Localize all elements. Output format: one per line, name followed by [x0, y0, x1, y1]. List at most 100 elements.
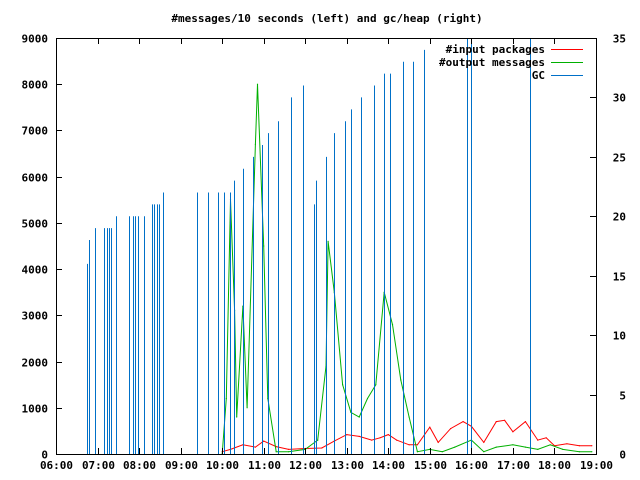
series-point [366, 397, 369, 400]
series-point [591, 445, 593, 447]
y-tick-label: 7000 [22, 125, 49, 138]
y2-tick-label: 10 [613, 330, 626, 343]
y2-tick-label: 15 [613, 271, 626, 284]
series-point [327, 240, 329, 242]
y2-tick-label: 25 [613, 152, 626, 165]
y-tick-label: 8000 [22, 79, 49, 92]
y-tick-label: 9000 [22, 33, 49, 46]
y-tick-label: 6000 [22, 172, 49, 185]
series-point [416, 451, 418, 453]
series-point [391, 324, 394, 326]
x-tick-label: 10:00 [206, 459, 239, 472]
series-point [256, 83, 259, 85]
chart-title: #messages/10 seconds (left) and gc/heap … [171, 12, 482, 25]
x-tick-label: 18:00 [538, 459, 571, 472]
series-point [375, 384, 377, 386]
y-tick-label: 2000 [22, 357, 49, 370]
series-point [562, 448, 564, 450]
x-tick-label: 15:00 [414, 459, 447, 472]
series-point [450, 428, 452, 430]
series-point [578, 445, 581, 447]
y2-tick-label: 5 [619, 390, 626, 403]
series-point [225, 397, 227, 400]
series-point [504, 419, 506, 421]
series-1 [221, 83, 593, 455]
series-point [512, 444, 514, 446]
series-layer [87, 38, 593, 455]
series-point [275, 451, 277, 453]
legend-label: #output messages [439, 56, 545, 69]
series-point [483, 441, 485, 443]
series-point [321, 447, 323, 449]
y-tick-label: 4000 [22, 264, 49, 277]
series-point [408, 416, 410, 418]
x-axis: 06:00 07:00 08:00 09:00 10:00 11:00 12:00 13:00… [40, 38, 613, 472]
series-point [317, 439, 319, 441]
series-point [371, 439, 373, 441]
series-point [288, 448, 290, 450]
y-tick-label: 0 [41, 449, 48, 462]
series-point [429, 426, 431, 428]
series-point [254, 446, 256, 448]
y2-tick-label: 20 [613, 211, 626, 224]
y-tick-label: 3000 [22, 310, 49, 323]
series-point [358, 435, 360, 437]
series-point [437, 441, 439, 443]
series-point [342, 384, 344, 386]
series-point [387, 434, 389, 436]
series-point [254, 143, 256, 145]
x-tick-label: 06:00 [40, 459, 73, 472]
series-point [537, 448, 539, 450]
series-point [462, 421, 464, 423]
series-point [495, 421, 497, 423]
left-axis: 0 1000 2000 3000 4000 5000 6000 7000 8000 9000 [22, 33, 62, 462]
x-tick-label: 11:00 [248, 459, 281, 472]
series-point [396, 439, 398, 441]
series-point [263, 440, 265, 442]
series-point [408, 444, 410, 446]
series-point [495, 446, 497, 448]
x-tick-label: 08:00 [123, 459, 156, 472]
series-2 [87, 38, 531, 454]
series-point [263, 245, 265, 247]
series-point [454, 446, 456, 448]
y2-tick-label: 30 [613, 92, 626, 105]
y2-tick-label: 0 [619, 449, 626, 462]
series-point [591, 451, 593, 453]
series-point [288, 451, 290, 453]
x-tick-label: 13:00 [331, 459, 364, 472]
series-point [545, 437, 547, 439]
plot-frame [56, 38, 597, 455]
x-tick-label: 14:00 [372, 459, 405, 472]
series-point [400, 379, 402, 381]
y-tick-label: 1000 [22, 403, 49, 416]
series-point [483, 451, 485, 453]
series-point [346, 434, 348, 436]
series-0 [221, 419, 593, 453]
series-point [246, 407, 248, 409]
x-tick-label: 09:00 [165, 459, 198, 472]
series-point [578, 451, 581, 453]
x-tick-label: 19:00 [580, 459, 613, 472]
series-line [221, 84, 592, 455]
y2-tick-label: 35 [613, 33, 626, 46]
series-point [441, 451, 443, 453]
series-point [524, 446, 527, 448]
series-point [512, 431, 514, 433]
right-axis: 0 5 10 15 20 25 30 35 [590, 33, 626, 462]
series-point [524, 421, 527, 423]
x-tick-label: 07:00 [82, 459, 115, 472]
y-tick-label: 5000 [22, 218, 49, 231]
legend-label: #input packages [446, 43, 545, 56]
series-point [566, 443, 568, 445]
series-line [222, 419, 592, 453]
series-point [537, 439, 539, 441]
series-point [416, 444, 418, 446]
series-point [549, 444, 551, 446]
legend-label: GC [532, 69, 545, 82]
series-point [236, 416, 238, 418]
series-point [358, 416, 360, 418]
x-tick-label: 16:00 [455, 459, 488, 472]
